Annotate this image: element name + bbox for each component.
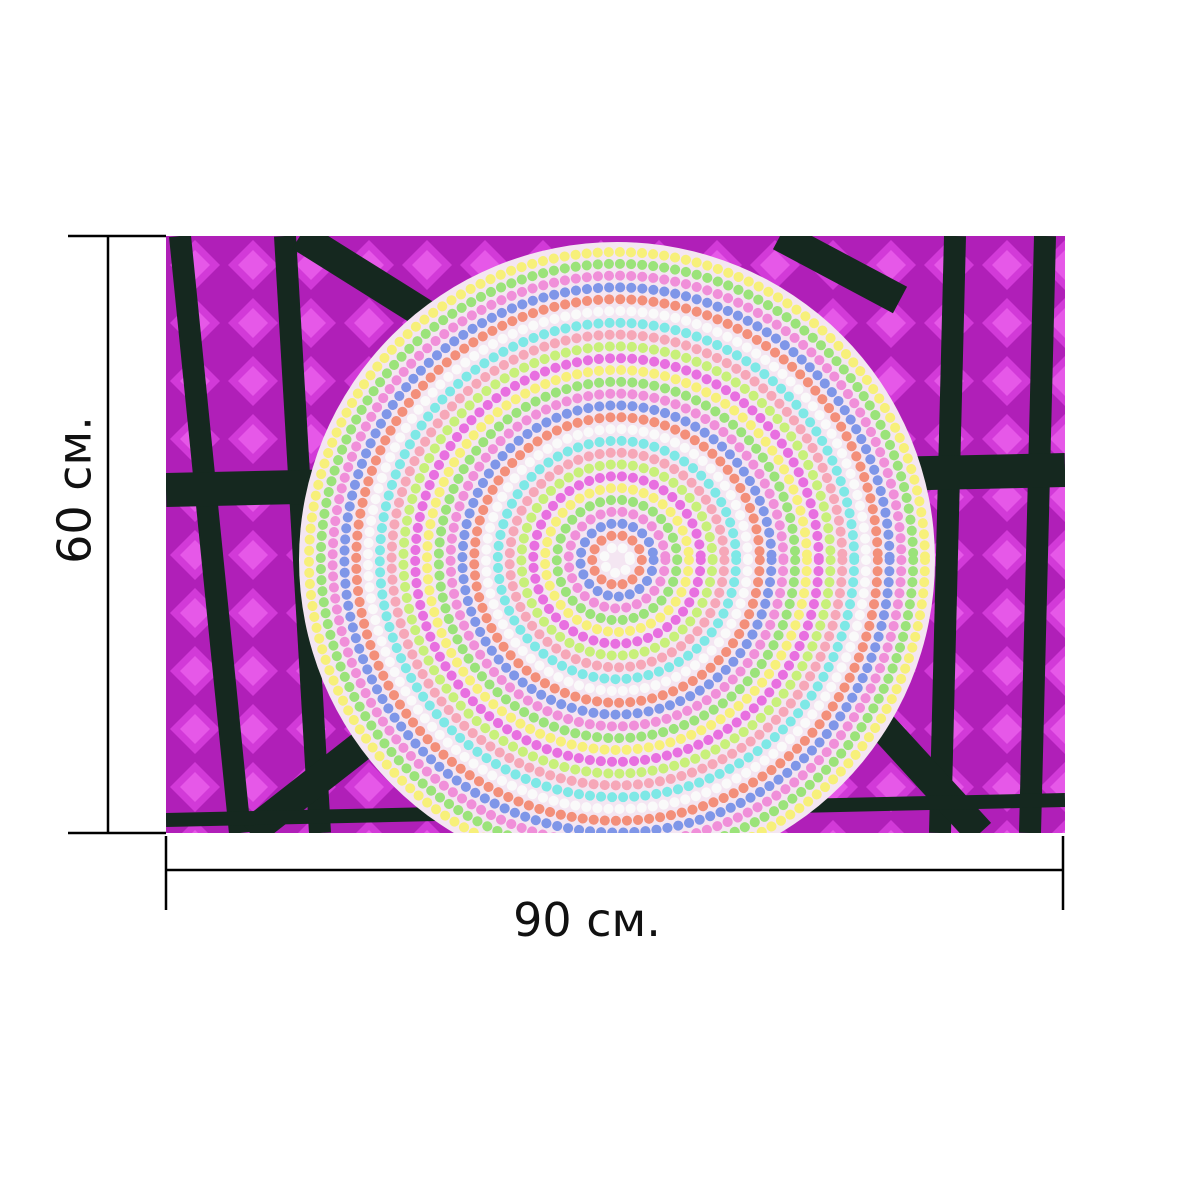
bead-ring xyxy=(551,494,683,626)
bead-ring xyxy=(363,306,871,814)
bead-ring xyxy=(386,329,848,791)
bead-ring xyxy=(599,542,635,578)
bead-ring xyxy=(410,353,824,767)
width-label: 90 см. xyxy=(513,893,661,947)
bead-ring xyxy=(445,388,789,732)
bead-ring xyxy=(351,294,883,826)
bead-ring xyxy=(504,447,730,673)
bead-ring xyxy=(327,270,907,833)
bead-ring xyxy=(481,424,753,696)
photo xyxy=(166,236,1065,833)
bead-ring xyxy=(528,471,706,649)
bead-ring xyxy=(575,518,659,602)
bead-ring xyxy=(304,247,930,833)
bead-ring xyxy=(587,530,647,590)
bead-ring xyxy=(563,506,671,614)
bead-ring xyxy=(422,365,812,755)
chandelier-rings xyxy=(304,247,930,833)
bead-ring xyxy=(469,412,765,708)
bead-ring xyxy=(516,459,718,661)
bead-ring xyxy=(492,435,742,685)
bead-ring xyxy=(433,376,801,744)
bead-ring xyxy=(339,282,895,833)
height-label: 60 см. xyxy=(48,416,102,564)
bead-ring xyxy=(457,400,777,720)
bead-ring xyxy=(398,341,836,779)
bead-ring xyxy=(540,483,694,637)
bead-ring xyxy=(315,258,919,833)
bead-ring xyxy=(374,317,860,803)
